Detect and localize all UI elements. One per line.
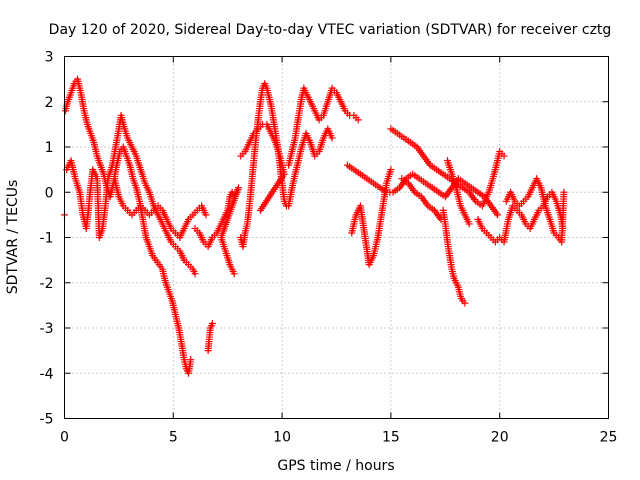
series-track-i	[439, 157, 473, 307]
data-point	[354, 116, 362, 124]
series-track-g	[343, 161, 502, 269]
data-point	[461, 299, 469, 307]
data-point	[465, 220, 473, 228]
x-tick-label: 20	[491, 430, 509, 446]
x-tick-label: 0	[60, 430, 69, 446]
y-tick-label: 3	[45, 50, 54, 66]
series-track-f	[285, 84, 362, 210]
y-tick-label: 2	[45, 95, 54, 111]
series-track-b	[63, 111, 199, 278]
y-tick-labels: -5 -4 -3 -2 -1 0 1 2 3	[40, 50, 54, 428]
y-tick-label: -1	[40, 231, 54, 247]
data-point	[328, 134, 336, 142]
y-axis-label: SDTVAR / TECUs	[5, 180, 21, 295]
x-tick-label: 10	[273, 430, 291, 446]
data-points	[61, 75, 568, 377]
x-tick-label: 25	[600, 430, 618, 446]
series-track-h	[387, 125, 508, 223]
x-axis-label: GPS time / hours	[277, 458, 394, 474]
y-tick-label: -5	[40, 412, 54, 428]
y-tick-label: -2	[40, 276, 54, 292]
data-point	[202, 211, 210, 219]
chart-title: Day 120 of 2020, Sidereal Day-to-day VTE…	[49, 22, 612, 38]
data-point	[187, 356, 195, 364]
y-tick-label: -3	[40, 321, 54, 337]
data-point	[500, 152, 508, 160]
series-track-e	[237, 80, 290, 251]
data-point	[230, 270, 238, 278]
y-tick-label: -4	[40, 366, 54, 382]
data-point	[256, 206, 264, 214]
x-tick-label: 5	[169, 430, 178, 446]
data-point	[560, 188, 568, 196]
data-point	[191, 270, 199, 278]
series-track-a	[61, 75, 195, 377]
series-track-d	[191, 184, 243, 278]
series-track-c	[111, 175, 216, 355]
data-point	[387, 166, 395, 174]
y-tick-label: 0	[45, 185, 54, 201]
series-track-j	[474, 175, 568, 246]
x-tick-labels: 0 5 10 15 20 25	[60, 430, 617, 446]
data-point	[208, 319, 216, 327]
data-point	[494, 211, 502, 219]
plot-frame	[64, 56, 609, 419]
y-tick-label: 1	[45, 140, 54, 156]
x-tick-label: 15	[382, 430, 400, 446]
